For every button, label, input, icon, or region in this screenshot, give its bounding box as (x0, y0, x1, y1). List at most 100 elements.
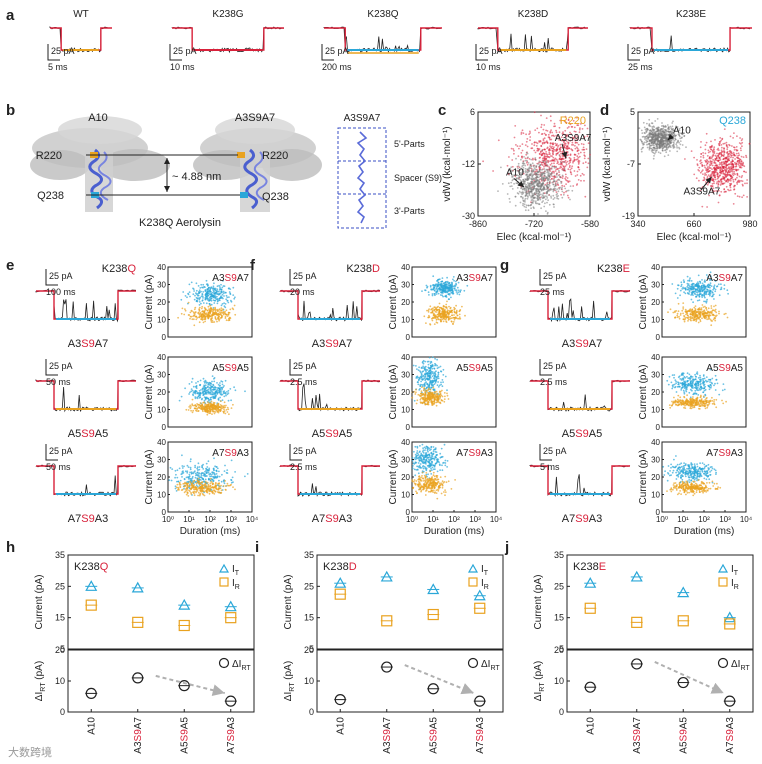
scatter-point (524, 159, 527, 162)
scatter-point (203, 314, 206, 316)
scatter-point (198, 393, 200, 396)
scatter-point (717, 147, 720, 150)
scatter-point (202, 393, 205, 395)
scatter-point (739, 165, 742, 167)
scatter-point (179, 486, 182, 488)
x-tick-label: 10³ (225, 515, 237, 524)
scatter-point (730, 177, 733, 180)
scatter-point (219, 309, 222, 312)
scatter-point (651, 128, 654, 131)
scatter-point (216, 491, 219, 493)
scatter-point (206, 386, 209, 389)
scatter-point (546, 160, 548, 163)
scatter-point (526, 175, 529, 178)
scatter-point (541, 179, 544, 182)
scatter-point (559, 156, 562, 158)
scatter-point (719, 137, 722, 139)
scatter-point (521, 155, 523, 158)
scatter-point (212, 476, 215, 479)
annot-a3s9a7: A3S9A7 (555, 133, 592, 144)
scatter-point (214, 397, 217, 399)
scatter-point (706, 175, 709, 178)
scatter-point (522, 169, 525, 171)
scatter-point (706, 177, 709, 180)
scatter-point (198, 304, 201, 306)
scatter-point (207, 287, 210, 289)
scatter-point (567, 154, 570, 156)
scatter-point (192, 409, 195, 412)
scatter-point (187, 495, 190, 497)
scatter-point (536, 173, 539, 176)
scatter-point (446, 286, 449, 289)
scatter-point (699, 146, 702, 149)
scatter-point (221, 380, 224, 383)
scatter-point (517, 155, 520, 158)
scatter-point (540, 161, 543, 164)
scatter-point (447, 319, 450, 321)
scatter-point (516, 192, 519, 194)
scatter-point (509, 185, 512, 188)
scatter-point (543, 176, 545, 179)
distance-label: ~ 4.88 nm (172, 171, 221, 183)
scatter-point (717, 201, 720, 204)
scatter-point (566, 160, 569, 163)
scatter-point (541, 143, 544, 145)
scatter-point (453, 279, 455, 282)
scatter-point (199, 489, 202, 492)
scatter-point (209, 299, 212, 302)
scatter-point (580, 179, 582, 182)
scatter-point (217, 314, 220, 317)
scatter-point (438, 318, 440, 321)
scatter-point (579, 174, 582, 177)
scatter-point (221, 399, 224, 402)
scatter-point (740, 149, 742, 152)
scatter-point (560, 180, 562, 183)
scatter-point (548, 149, 550, 152)
scatter-point (212, 294, 215, 297)
scatter-point (527, 184, 530, 186)
scatter-point (185, 493, 188, 496)
scatter-point (718, 180, 721, 183)
scatter-point (568, 166, 571, 169)
scatter-point (518, 176, 521, 179)
scatter-point (546, 213, 549, 215)
scatter-point (225, 298, 228, 301)
scatter-point (729, 184, 731, 187)
scatter-point (209, 410, 212, 413)
scatter-point (536, 127, 539, 130)
scatter-point (720, 182, 723, 185)
scatter-point (654, 131, 657, 134)
scatter-point (209, 475, 212, 478)
scatter-point (227, 313, 230, 316)
scatter-point (226, 406, 229, 409)
scatter-point (558, 139, 561, 141)
mutant-title: K238Q (102, 263, 137, 275)
scatter-point (532, 196, 535, 199)
scatter-point (709, 156, 711, 158)
scatter-point (213, 302, 216, 304)
scatter-point (234, 296, 236, 299)
scatter-point (584, 124, 586, 127)
scatter-point (199, 296, 202, 299)
scatter-point (738, 157, 740, 160)
scatter-point (201, 293, 204, 296)
scatter-point (690, 150, 693, 153)
scatter-point (516, 187, 519, 189)
scatter-point (679, 140, 682, 143)
scatter-point (526, 138, 529, 140)
scatter-point (458, 316, 461, 318)
scatter-point (713, 182, 715, 185)
scale-time: 50 ms (46, 462, 71, 472)
scatter-point (206, 297, 209, 299)
scatter-point (431, 311, 434, 314)
scatter-point (225, 291, 227, 294)
scatter-point (438, 308, 441, 311)
scatter-point (670, 141, 673, 143)
scatter-point (232, 481, 234, 483)
scatter-point (220, 405, 223, 408)
scatter-point (704, 174, 706, 176)
scatter-point (454, 307, 456, 310)
scatter-point (220, 491, 223, 494)
scatter-point (191, 411, 194, 414)
